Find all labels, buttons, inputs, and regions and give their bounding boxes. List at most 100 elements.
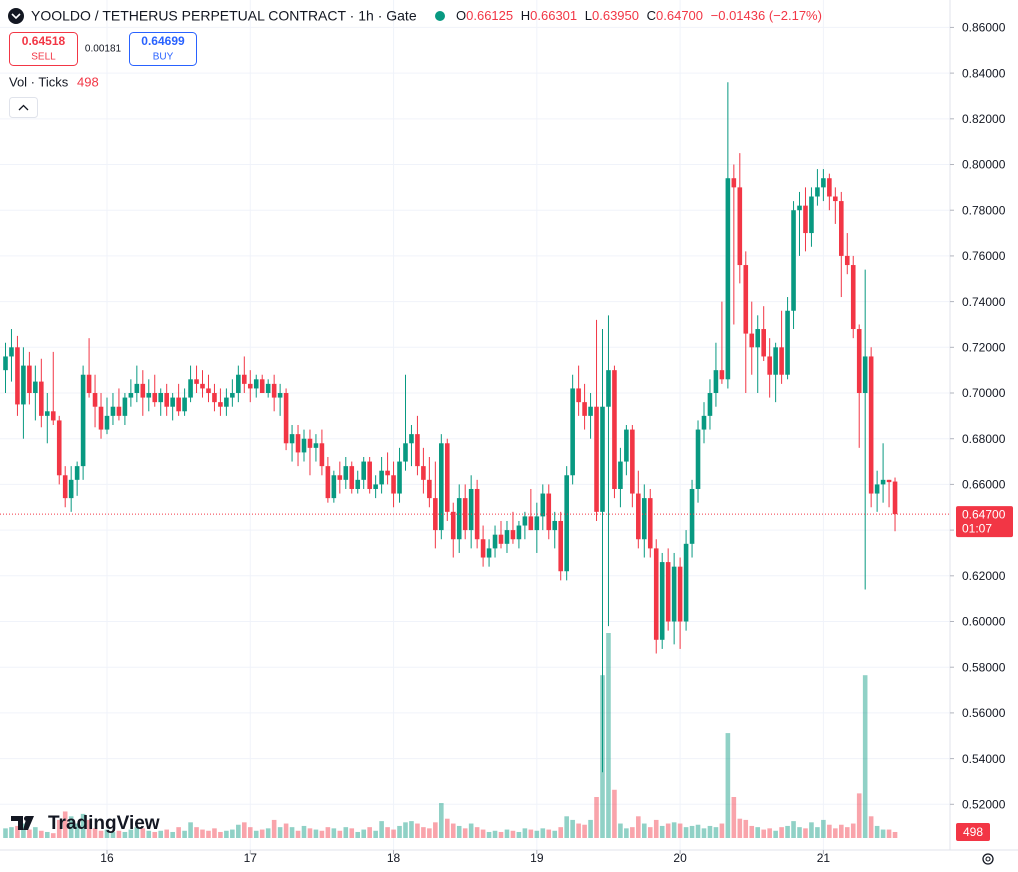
volume-bar <box>122 831 128 838</box>
y-tick-label: 0.60000 <box>962 615 1006 629</box>
candle-body <box>355 479 361 489</box>
volume-bar <box>474 827 480 838</box>
candle-body <box>194 379 199 384</box>
volume-bar <box>188 822 193 838</box>
candle-body <box>731 178 737 188</box>
change-value: −0.01436 (−2.17%) <box>711 8 822 23</box>
candle-body <box>212 393 217 403</box>
candle-body <box>510 530 516 540</box>
volume-bar <box>170 831 175 838</box>
volume-bar <box>367 827 372 838</box>
high-value: 0.66301 <box>530 8 577 23</box>
candle-body <box>749 333 755 348</box>
candle-body <box>253 379 259 389</box>
volume-bar <box>391 829 396 838</box>
volume-bar <box>247 827 253 838</box>
candle-body <box>98 406 104 430</box>
buy-button[interactable] <box>129 32 197 66</box>
candle-body <box>164 393 169 407</box>
candle-body <box>844 255 850 266</box>
candle-body <box>9 347 14 357</box>
sell-price: 0.64518 <box>22 34 66 48</box>
brand-name[interactable]: TradingView <box>48 813 160 834</box>
last-price-label: 0.64700 <box>962 507 1006 521</box>
volume-bar <box>886 829 892 838</box>
volume-bar <box>653 819 659 838</box>
volume-bar <box>528 829 534 838</box>
candle-body <box>170 397 175 407</box>
sell-button[interactable] <box>9 32 78 66</box>
candle-body <box>636 493 641 540</box>
volume-bar <box>212 828 217 838</box>
y-tick-label: 0.78000 <box>962 203 1006 217</box>
y-tick-label: 0.72000 <box>962 340 1006 354</box>
settings-button[interactable] <box>982 853 994 865</box>
candle-body <box>600 406 605 512</box>
volume-bar <box>689 825 695 838</box>
volume-bar <box>892 831 898 838</box>
volume-bar <box>856 793 862 838</box>
volume-bar <box>516 831 522 838</box>
volume-bar <box>98 830 104 838</box>
candle-body <box>839 201 844 256</box>
collapse-button[interactable] <box>9 97 38 118</box>
volume-bar <box>373 830 378 838</box>
candle-body <box>695 429 701 489</box>
candle-body <box>439 443 444 531</box>
volume-bar <box>301 825 307 838</box>
y-tick-label: 0.56000 <box>962 706 1006 720</box>
candle-body <box>707 393 713 416</box>
candle-body <box>827 178 832 197</box>
volume-bar <box>56 819 62 838</box>
candle-body <box>21 365 26 405</box>
volume-bar <box>427 828 432 838</box>
candle-body <box>15 347 20 405</box>
y-tick-label: 0.74000 <box>962 295 1006 309</box>
volume-bar <box>791 821 796 838</box>
volume-bar <box>128 829 134 838</box>
candle-body <box>797 205 802 211</box>
volume-bar <box>331 828 337 838</box>
volume-bar <box>80 813 86 838</box>
candle-body <box>80 374 86 467</box>
market-status[interactable] <box>435 11 445 21</box>
volume-bar <box>355 831 361 838</box>
candle-body <box>618 461 623 489</box>
volume-bar <box>606 633 611 838</box>
candle-body <box>689 488 695 544</box>
candle-body <box>534 516 540 531</box>
candle-body <box>468 488 474 531</box>
candle-body <box>886 479 892 483</box>
volume-bar <box>719 823 725 838</box>
axes: 0.52000 0.54000 0.56000 0.58000 0.60000 0.620… <box>100 21 1013 865</box>
y-tick-label: 0.52000 <box>962 797 1006 811</box>
volume-bar <box>86 819 92 838</box>
candle-body <box>3 356 8 371</box>
close-label: C <box>647 8 656 23</box>
volume-bar <box>844 827 850 838</box>
high-label: H <box>521 8 530 23</box>
candle-body <box>576 388 581 403</box>
candle-body <box>128 393 134 398</box>
ohlc-legend: O0.66125 H0.66301 L0.63950 C0.64700 −0.0… <box>456 8 822 23</box>
x-tick-label: 19 <box>530 851 544 865</box>
volume-bar <box>397 825 402 838</box>
volume-bar <box>522 828 528 838</box>
volume-bar <box>230 829 235 838</box>
x-tick-label: 21 <box>817 851 831 865</box>
volume-bar <box>259 829 265 838</box>
candle-body <box>265 383 271 394</box>
volume-bar <box>325 827 331 838</box>
volume-bar <box>236 824 241 838</box>
last-price-tag <box>956 506 1013 538</box>
candle-body <box>456 498 462 540</box>
candle-body <box>283 393 289 444</box>
candle-body <box>313 443 319 448</box>
candle-body <box>158 393 164 403</box>
candle-body <box>259 379 265 394</box>
volume-bar <box>683 827 689 838</box>
volume-bar <box>319 830 325 838</box>
symbol-title[interactable]: YOOLDO / TETHERUS PERPETUAL CONTRACT · 1… <box>31 8 417 24</box>
candle-body <box>301 438 307 453</box>
volume-bar <box>50 833 56 838</box>
